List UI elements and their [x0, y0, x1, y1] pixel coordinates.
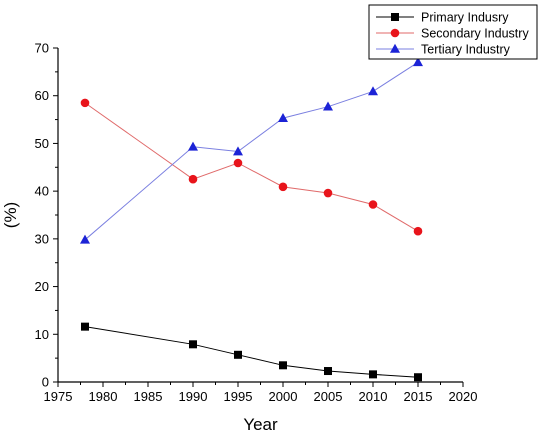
series-line — [84, 102, 419, 232]
series-1 — [81, 322, 422, 382]
legend-label: Secondary Industry — [421, 27, 529, 41]
data-point — [323, 188, 333, 198]
legend-item: Primary Indusry — [376, 11, 509, 25]
x-tick-label: 2020 — [449, 389, 478, 404]
x-axis-title: Year — [243, 415, 278, 434]
legend-label: Primary Indusry — [421, 11, 509, 25]
x-tick-label: 1995 — [224, 389, 253, 404]
legend-item: Secondary Industry — [376, 27, 529, 41]
y-tick-label: 0 — [42, 375, 49, 390]
legend-marker — [391, 13, 399, 21]
y-tick-label: 30 — [35, 231, 49, 246]
legend: Primary Indusry Secondary Industry Tertiar… — [368, 4, 538, 60]
data-point — [278, 182, 288, 192]
data-point — [414, 373, 422, 382]
x-tick-label: 1975 — [44, 389, 73, 404]
legend-label: Tertiary Industry — [421, 43, 511, 57]
legend-marker — [390, 28, 400, 38]
x-tick-label: 1990 — [179, 389, 208, 404]
y-tick-label: 60 — [35, 88, 49, 103]
x-tick-label: 2000 — [269, 389, 298, 404]
data-point — [188, 141, 198, 151]
series-group — [80, 57, 423, 382]
series-line — [84, 326, 419, 378]
y-tick-label: 40 — [35, 184, 49, 199]
y-tick-label: 50 — [35, 136, 49, 151]
data-point — [188, 174, 198, 184]
data-point — [413, 57, 423, 67]
data-point — [368, 86, 378, 96]
data-point — [189, 340, 197, 349]
series-3 — [80, 57, 423, 244]
data-point — [323, 101, 333, 111]
data-point — [80, 98, 90, 108]
data-point — [324, 367, 332, 376]
y-tick-label: 70 — [35, 41, 49, 56]
x-tick-label: 1980 — [89, 389, 118, 404]
x-tick-label: 1985 — [134, 389, 163, 404]
x-tick-label: 2010 — [359, 389, 388, 404]
data-point — [81, 322, 89, 331]
data-point — [234, 350, 242, 359]
data-point — [413, 226, 423, 236]
x-tick-label: 2005 — [314, 389, 343, 404]
data-point — [279, 361, 287, 370]
y-tick-label: 20 — [35, 279, 49, 294]
data-point — [369, 370, 377, 379]
series-2 — [80, 98, 423, 236]
axes: 1975 1980 1985 1990 1995 2000 2005 2010 2015 2020… — [35, 41, 478, 405]
series-line — [84, 61, 419, 241]
x-tick-label: 2015 — [404, 389, 433, 404]
y-axis-title: (%) — [1, 202, 20, 228]
data-point — [80, 234, 90, 244]
y-tick-label: 10 — [35, 327, 49, 342]
legend-item: Tertiary Industry — [376, 43, 511, 57]
legend-marker — [390, 43, 400, 53]
data-point — [278, 112, 288, 122]
data-point — [233, 146, 243, 156]
data-point — [368, 200, 378, 209]
data-point — [233, 158, 243, 168]
